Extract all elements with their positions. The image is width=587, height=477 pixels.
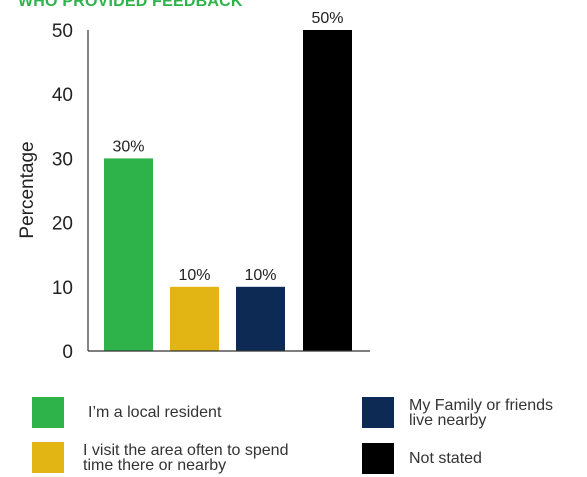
bar-data-label: 10% xyxy=(244,267,276,284)
y-tick-label: 30 xyxy=(52,149,73,170)
y-tick-label: 0 xyxy=(62,342,73,363)
chart-title: WHO PROVIDED FEEDBACK xyxy=(18,0,243,10)
bar xyxy=(236,286,285,351)
bar xyxy=(104,158,153,351)
y-tick-label: 20 xyxy=(52,214,73,235)
y-axis-ticks: 0 10 20 30 40 50 xyxy=(52,21,73,363)
y-tick-label: 10 xyxy=(52,278,73,299)
bar xyxy=(170,286,219,351)
y-tick-label: 50 xyxy=(52,21,73,42)
y-axis-label: Percentage xyxy=(17,141,38,238)
bars xyxy=(104,30,352,351)
bar-data-label: 10% xyxy=(178,267,210,284)
bar-data-label: 30% xyxy=(112,138,144,155)
y-tick-label: 40 xyxy=(52,85,73,106)
bar xyxy=(303,30,352,351)
bar-data-label: 50% xyxy=(311,10,343,27)
bar-data-labels: 30% 10% 10% 50% xyxy=(112,10,343,284)
